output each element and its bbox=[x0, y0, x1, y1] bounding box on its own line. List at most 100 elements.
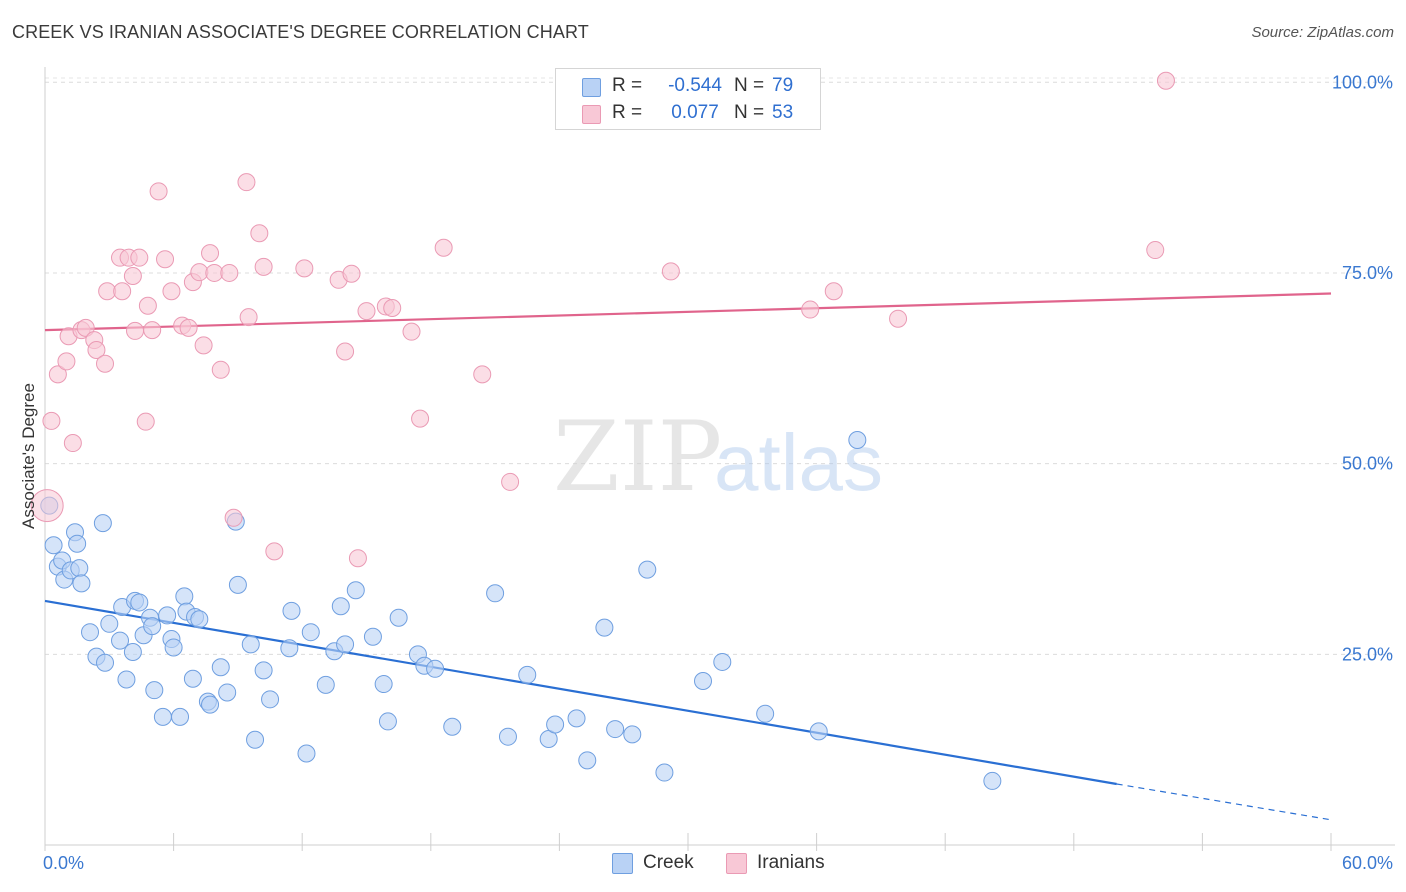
creek-point bbox=[426, 659, 445, 678]
creek-point bbox=[301, 623, 320, 642]
iranians-legend-label: Iranians bbox=[757, 852, 825, 873]
creek-point bbox=[297, 744, 316, 763]
iranians-point bbox=[295, 259, 314, 278]
creek-point bbox=[280, 639, 299, 658]
creek-point bbox=[567, 709, 586, 728]
watermark-zip: ZIP bbox=[553, 401, 722, 513]
creek-swatch bbox=[582, 78, 601, 97]
iranians-point bbox=[143, 321, 162, 340]
creek-point bbox=[246, 730, 265, 749]
creek-point bbox=[201, 695, 220, 714]
iranians-point bbox=[190, 263, 209, 282]
creek-point bbox=[443, 717, 462, 736]
creek-point bbox=[254, 661, 273, 680]
iranians-point bbox=[113, 282, 132, 301]
iranians-point bbox=[42, 411, 61, 430]
creek-point bbox=[316, 675, 335, 694]
iranians-point bbox=[224, 508, 243, 527]
creek-point bbox=[164, 638, 183, 657]
iranians-point bbox=[57, 352, 76, 371]
iranians-point bbox=[434, 238, 453, 257]
n-value-iranians: 53 bbox=[772, 102, 794, 123]
iranians-point bbox=[250, 224, 269, 243]
iranians-point bbox=[889, 309, 908, 328]
iranians-point bbox=[136, 412, 155, 431]
creek-point bbox=[756, 704, 775, 723]
iranians-point bbox=[63, 434, 82, 453]
creek-point bbox=[331, 597, 350, 616]
iranians-point bbox=[162, 282, 181, 301]
r-label: R = bbox=[612, 102, 643, 123]
creek-point bbox=[130, 593, 149, 612]
stats-legend: R = -0.544 N = 79 R = 0.077 N = 53 bbox=[555, 68, 821, 130]
creek-point bbox=[282, 601, 301, 620]
creek-point bbox=[100, 614, 119, 633]
creek-trend-line bbox=[44, 599, 1117, 786]
tick-labels: 25.0% 50.0% 75.0% 100.0% 0.0% 60.0% Associate'… bbox=[19, 72, 1393, 873]
iranians-point bbox=[501, 472, 520, 491]
trend-lines bbox=[44, 292, 1332, 821]
creek-point bbox=[81, 623, 100, 642]
iranians-point bbox=[661, 262, 680, 281]
iranians-point bbox=[48, 365, 67, 384]
creek-point bbox=[175, 587, 194, 606]
creek-point bbox=[638, 560, 657, 579]
r-value-creek: -0.544 bbox=[668, 75, 722, 96]
creek-point bbox=[44, 536, 63, 555]
grid-lines bbox=[45, 77, 1391, 655]
iranians-point bbox=[96, 354, 115, 373]
creek-point bbox=[378, 712, 397, 731]
iranians-point bbox=[1146, 241, 1165, 260]
creek-point bbox=[713, 652, 732, 671]
creek-legend-label: Creek bbox=[643, 852, 694, 873]
iranians-point bbox=[87, 340, 106, 359]
axes bbox=[44, 67, 1395, 851]
creek-point bbox=[363, 627, 382, 646]
iranians-point bbox=[211, 360, 230, 379]
iranians-point bbox=[156, 250, 175, 269]
creek-point bbox=[145, 681, 164, 700]
iranians-point bbox=[824, 282, 843, 301]
creek-point bbox=[123, 643, 142, 662]
iranians-point bbox=[123, 266, 142, 285]
source-credit: Source: ZipAtlas.com bbox=[1251, 24, 1394, 41]
iranians-point bbox=[1156, 71, 1175, 90]
iranians-point bbox=[473, 365, 492, 384]
iranians-point bbox=[411, 409, 430, 428]
y-tick-label-75: 75.0% bbox=[1342, 263, 1393, 283]
creek-point bbox=[374, 675, 393, 694]
data-points bbox=[30, 71, 1175, 790]
creek-point bbox=[655, 763, 674, 782]
n-value-creek: 79 bbox=[772, 75, 794, 96]
iranians-point bbox=[801, 300, 820, 319]
chart-title: CREEK VS IRANIAN ASSOCIATE'S DEGREE CORR… bbox=[12, 22, 589, 42]
creek-point bbox=[606, 720, 625, 739]
iranians-point bbox=[30, 489, 64, 523]
iranians-point bbox=[201, 244, 220, 263]
creek-point bbox=[261, 690, 280, 709]
iranians-point bbox=[179, 318, 198, 337]
iranians-point bbox=[402, 322, 421, 341]
iranians-legend-swatch bbox=[726, 853, 747, 874]
creek-point bbox=[153, 707, 172, 726]
creek-point bbox=[190, 610, 209, 629]
creek-point bbox=[241, 635, 260, 654]
iranians-trend-line bbox=[44, 292, 1332, 332]
n-label: N = bbox=[734, 75, 765, 96]
iranians-point bbox=[254, 257, 273, 276]
creek-point bbox=[211, 658, 230, 677]
x-tick-label-max: 60.0% bbox=[1342, 853, 1393, 873]
iranians-point bbox=[194, 336, 213, 355]
y-tick-label-25: 25.0% bbox=[1342, 644, 1393, 664]
x-tick-label-min: 0.0% bbox=[43, 853, 84, 873]
iranians-point bbox=[126, 321, 145, 340]
iranians-point bbox=[336, 342, 355, 361]
iranians-point bbox=[357, 302, 376, 321]
creek-point bbox=[336, 635, 355, 654]
r-value-iranians: 0.077 bbox=[671, 102, 719, 123]
iranians-point bbox=[237, 173, 256, 192]
iranians-point bbox=[205, 263, 224, 282]
iranians-point bbox=[76, 318, 95, 337]
creek-point bbox=[70, 559, 89, 578]
creek-point bbox=[983, 771, 1002, 790]
